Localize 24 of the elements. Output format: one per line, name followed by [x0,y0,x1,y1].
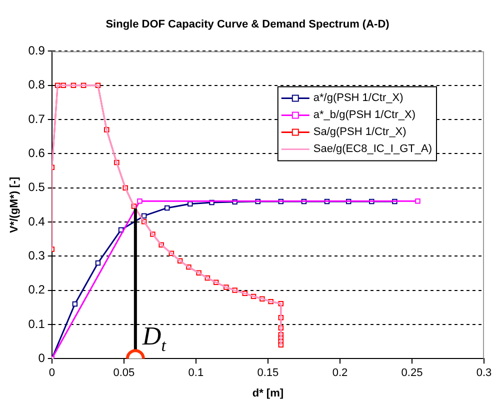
x-tick-label: 0.3 [476,367,492,380]
x-tick-label: 0.25 [401,367,423,380]
y-tick-label: 0.9 [28,44,46,58]
legend-label: a*_b/g(PSH 1/Ctr_X) [313,109,416,122]
y-tick-label: 0.5 [28,180,46,194]
legend-label: a*/g(PSH 1/Ctr_X) [313,92,404,104]
y-tick-label: 0.4 [28,214,46,228]
x-tick-label: 0 [48,367,55,380]
y-tick-label: 0.6 [28,146,46,160]
legend-label: Sa/g(PSH 1/Ctr_X) [313,126,406,138]
y-tick-label: 0.7 [28,112,46,126]
y-tick-label: 0.3 [28,248,46,262]
y-axis-title: V*/(gM*) [-] [8,176,21,234]
chart-title: Single DOF Capacity Curve & Demand Spectrum (A-D) [106,18,390,31]
x-tick-label: 0.05 [113,367,135,380]
x-axis-title: d* [m] [252,387,284,400]
y-tick-label: 0.2 [28,282,46,297]
legend-label: Sae/g(EC8_IC_I_GT_A) [313,143,432,156]
y-tick-label: 0.8 [28,78,46,92]
x-tick-label: 0.1 [188,367,204,380]
y-tick-label: 0 [38,350,46,365]
y-tick-label: 0.1 [28,316,46,331]
x-tick-label: 0.15 [257,367,279,380]
x-tick-label: 0.2 [332,367,348,380]
